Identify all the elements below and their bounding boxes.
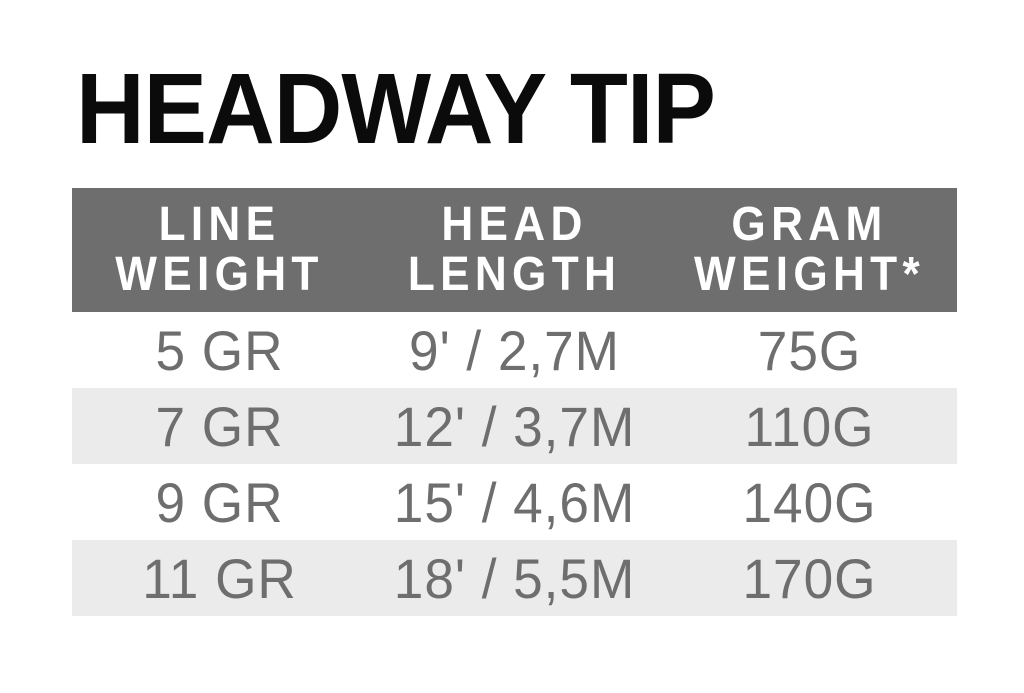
table-row: 11 GR 18' / 5,5M 170G [72, 540, 957, 616]
table-row: 5 GR 9' / 2,7M 75G [72, 312, 957, 388]
column-header-line1: GRAM [731, 198, 888, 251]
column-header-line2: WEIGHT* [694, 248, 925, 301]
column-header-line-weight: LINE WEIGHT [84, 200, 355, 300]
cell-head-length: 18' / 5,5M [393, 546, 636, 610]
page-title: HEADWAY TIP [76, 53, 716, 165]
column-header-head-length: HEAD LENGTH [379, 200, 650, 300]
cell-gram-weight: 170G [742, 546, 877, 610]
cell-line-weight: 9 GR [155, 470, 284, 534]
table-row: 7 GR 12' / 3,7M 110G [72, 388, 957, 464]
cell-gram-weight: 75G [757, 318, 862, 382]
cell-head-length: 15' / 4,6M [393, 470, 636, 534]
cell-line-weight: 11 GR [142, 546, 297, 610]
column-header-line1: HEAD [441, 198, 588, 251]
column-header-line1: LINE [158, 198, 281, 251]
column-header-gram-weight: GRAM WEIGHT* [674, 200, 945, 300]
cell-line-weight: 7 GR [155, 394, 284, 458]
table-row: 9 GR 15' / 4,6M 140G [72, 464, 957, 540]
cell-line-weight: 5 GR [155, 318, 284, 382]
column-header-line2: LENGTH [407, 248, 622, 301]
table-header-row: LINE WEIGHT HEAD LENGTH GRAM WEIGHT* [72, 188, 957, 312]
cell-head-length: 12' / 3,7M [393, 394, 636, 458]
cell-head-length: 9' / 2,7M [409, 318, 620, 382]
column-header-line2: WEIGHT [115, 248, 324, 301]
spec-table: LINE WEIGHT HEAD LENGTH GRAM WEIGHT* 5 G… [72, 188, 957, 616]
cell-gram-weight: 110G [744, 394, 875, 458]
cell-gram-weight: 140G [742, 470, 877, 534]
